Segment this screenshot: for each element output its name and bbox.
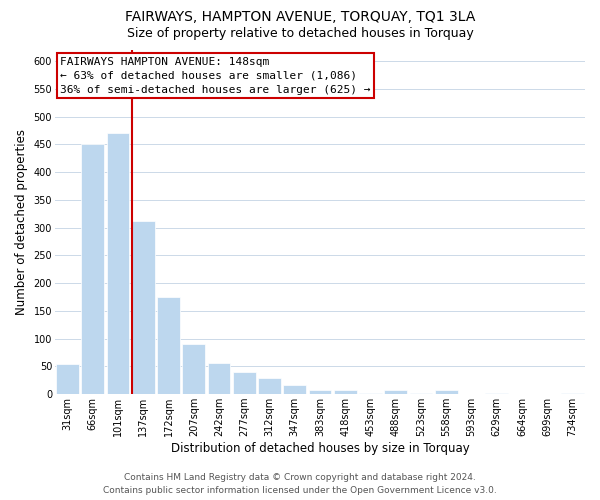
Text: FAIRWAYS, HAMPTON AVENUE, TORQUAY, TQ1 3LA: FAIRWAYS, HAMPTON AVENUE, TORQUAY, TQ1 3… xyxy=(125,10,475,24)
Bar xyxy=(410,393,432,394)
Bar xyxy=(56,364,79,394)
Bar xyxy=(157,297,180,394)
Bar xyxy=(107,134,130,394)
Bar xyxy=(182,344,205,394)
Bar xyxy=(233,372,256,394)
Bar xyxy=(435,390,458,394)
Bar xyxy=(359,393,382,394)
Text: FAIRWAYS HAMPTON AVENUE: 148sqm
← 63% of detached houses are smaller (1,086)
36%: FAIRWAYS HAMPTON AVENUE: 148sqm ← 63% of… xyxy=(60,56,371,94)
Bar xyxy=(561,393,584,394)
Bar xyxy=(485,393,508,394)
Bar xyxy=(283,386,306,394)
Bar xyxy=(334,390,356,394)
Text: Contains HM Land Registry data © Crown copyright and database right 2024.
Contai: Contains HM Land Registry data © Crown c… xyxy=(103,474,497,495)
Text: Size of property relative to detached houses in Torquay: Size of property relative to detached ho… xyxy=(127,28,473,40)
Bar xyxy=(132,221,155,394)
Bar xyxy=(258,378,281,394)
Bar xyxy=(208,362,230,394)
Bar xyxy=(82,144,104,394)
Bar xyxy=(308,390,331,394)
Bar xyxy=(385,390,407,394)
Y-axis label: Number of detached properties: Number of detached properties xyxy=(15,129,28,315)
X-axis label: Distribution of detached houses by size in Torquay: Distribution of detached houses by size … xyxy=(170,442,469,455)
